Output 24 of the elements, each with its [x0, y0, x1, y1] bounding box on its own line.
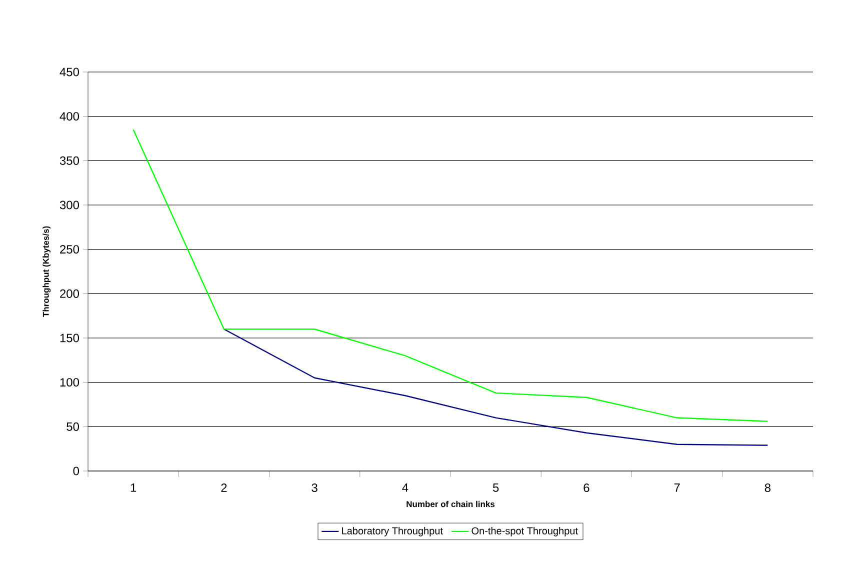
line-series	[223, 328, 768, 446]
y-tick-label: 300	[60, 200, 80, 210]
x-tick-label: 5	[492, 484, 499, 492]
x-tick-label: 4	[402, 484, 408, 492]
x-tick-label: 3	[312, 484, 318, 492]
y-axis-title: Throughput (Kbytes/s)	[42, 226, 51, 317]
y-tick-label: 0	[73, 466, 80, 476]
y-tick-label: 450	[60, 68, 80, 76]
x-tick-label: 2	[221, 484, 227, 492]
x-tick-label: 8	[764, 484, 770, 492]
legend-label: Laboratory Throughput	[342, 527, 443, 536]
y-tick-label: 250	[60, 245, 80, 254]
x-axis-title: Number of chain links	[406, 500, 495, 508]
y-tick-label: 350	[60, 156, 80, 165]
y-tick-label: 400	[60, 112, 80, 121]
line-series	[132, 129, 768, 422]
y-tick-label: 150	[60, 334, 80, 342]
y-tick-label: 200	[60, 289, 80, 298]
legend-label: On-the-spot Throughput	[472, 527, 578, 536]
x-tick-label: 6	[584, 484, 590, 492]
y-tick-label: 100	[60, 378, 80, 387]
y-tick-label: 50	[66, 422, 80, 431]
x-tick-label: 1	[130, 484, 136, 492]
x-tick-label: 7	[674, 484, 680, 492]
